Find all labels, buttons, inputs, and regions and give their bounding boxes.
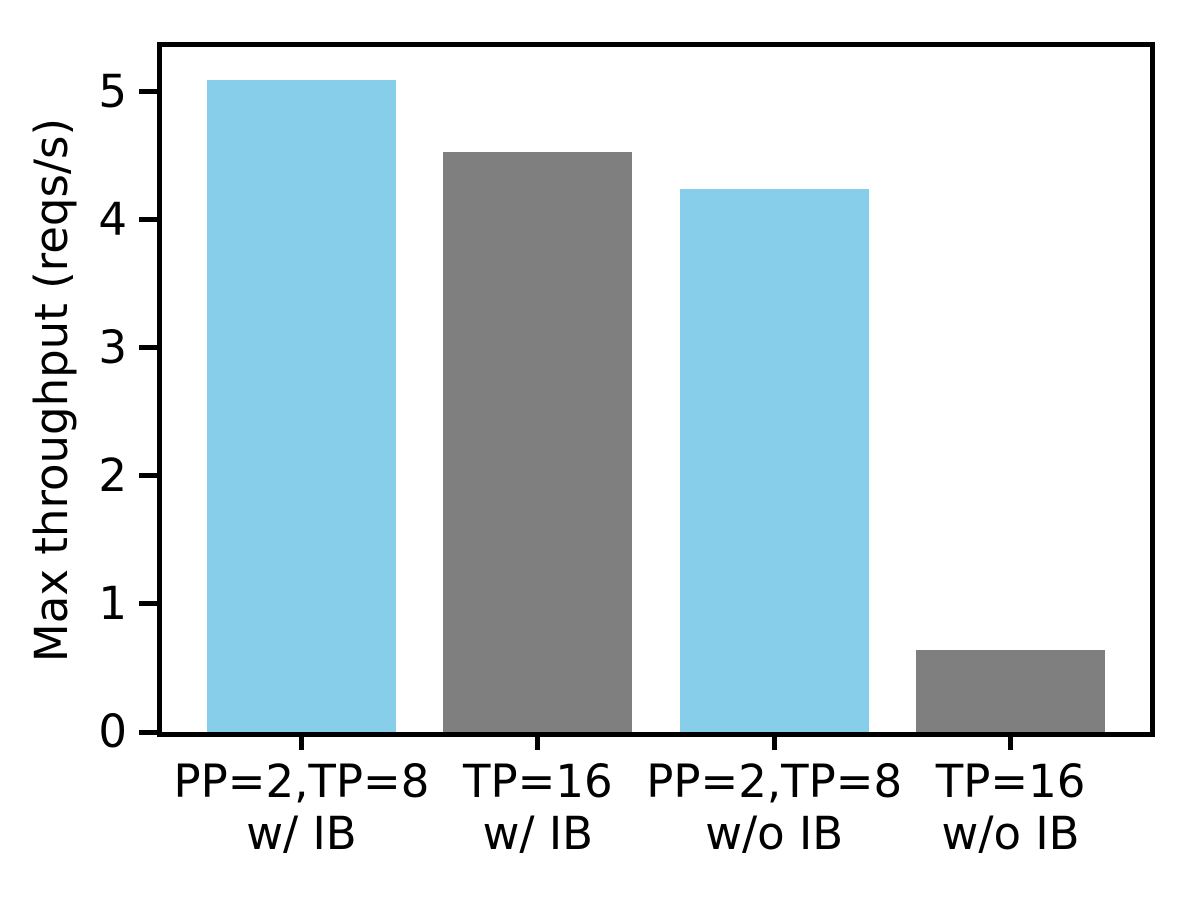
x-tick-label-line: w/o IB (941, 807, 1080, 860)
x-tick-label-line: TP=16 (935, 755, 1086, 808)
y-tick-mark-0 (139, 729, 157, 735)
bar-1 (443, 151, 633, 732)
x-tick-label-line: PP=2,TP=8 (173, 755, 430, 808)
x-tick-label-3: TP=16 w/o IB (851, 756, 1171, 860)
y-tick-label-0: 0 (98, 705, 127, 758)
y-tick-mark-5 (139, 89, 157, 95)
bar-3 (916, 650, 1106, 732)
x-tick-label-line: w/ IB (482, 807, 594, 860)
y-tick-mark-2 (139, 473, 157, 479)
y-tick-mark-1 (139, 601, 157, 607)
x-tick-label-line: w/o IB (705, 807, 844, 860)
bar-0 (206, 80, 396, 732)
x-tick-mark-2 (771, 732, 777, 750)
y-tick-label-2: 2 (98, 448, 127, 502)
x-tick-label-line: TP=16 (463, 755, 613, 808)
y-tick-label-1: 1 (98, 576, 127, 630)
x-tick-label-line: PP=2,TP=8 (646, 755, 903, 808)
x-tick-mark-1 (535, 732, 541, 750)
y-tick-mark-3 (139, 345, 157, 351)
bar-2 (679, 189, 869, 732)
y-tick-label-5: 5 (98, 64, 127, 118)
y-tick-label-3: 3 (98, 320, 127, 374)
x-tick-label-1: TP=16 w/ IB (378, 756, 698, 860)
x-tick-label-line: w/ IB (246, 807, 357, 860)
x-tick-mark-0 (298, 732, 304, 750)
x-tick-label-2: PP=2,TP=8 w/o IB (614, 756, 934, 860)
y-tick-label-4: 4 (98, 192, 127, 246)
y-axis-label: Max throughput (reqs/s) (25, 117, 78, 663)
x-tick-mark-3 (1008, 732, 1014, 750)
y-tick-mark-4 (139, 217, 157, 223)
x-tick-label-0: PP=2,TP=8 w/ IB (141, 756, 461, 860)
